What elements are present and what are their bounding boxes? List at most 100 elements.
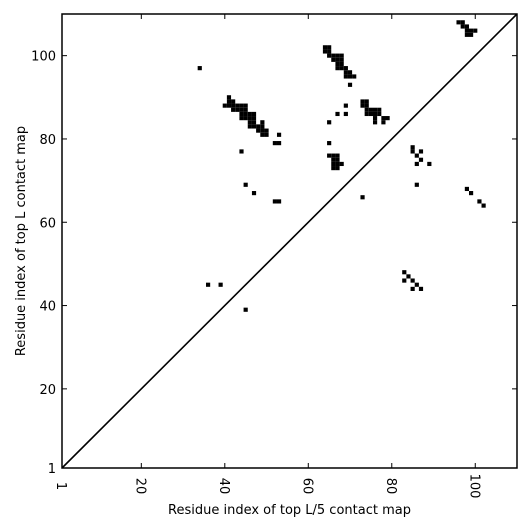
contact-point xyxy=(276,132,282,137)
contact-point xyxy=(335,166,340,171)
contact-point xyxy=(381,120,386,125)
contact-point xyxy=(418,286,424,291)
contact-point xyxy=(256,124,261,129)
contact-point xyxy=(414,182,419,187)
contact-point xyxy=(222,103,227,108)
y-axis-label: Residue index of top L contact map xyxy=(14,126,29,356)
contact-point xyxy=(414,282,419,287)
contact-point xyxy=(360,195,365,200)
x-tick-label: 1 xyxy=(53,482,68,490)
diagonal-line xyxy=(61,13,518,469)
contact-point xyxy=(410,149,415,154)
contact-point xyxy=(352,74,357,79)
contact-point xyxy=(335,57,340,62)
contact-point xyxy=(322,49,328,54)
contact-point xyxy=(368,111,373,117)
contact-point xyxy=(243,107,248,112)
contact-point xyxy=(364,111,369,117)
contact-point xyxy=(243,103,248,108)
contact-point xyxy=(360,99,365,104)
contact-point xyxy=(243,116,248,121)
contact-point xyxy=(218,282,223,287)
contact-point xyxy=(364,107,369,112)
contact-point xyxy=(339,66,344,71)
contact-point xyxy=(251,191,257,196)
contact-point xyxy=(247,124,252,129)
contact-point xyxy=(272,199,277,204)
contact-point xyxy=(339,161,344,167)
contact-point xyxy=(260,124,265,129)
y-tick-label: 40 xyxy=(39,300,56,315)
contact-point xyxy=(372,120,378,125)
contact-point xyxy=(468,191,474,196)
x-tick-label: 60 xyxy=(299,478,314,495)
contact-point xyxy=(343,103,348,108)
contact-point xyxy=(251,120,257,125)
contact-point xyxy=(243,307,248,312)
contact-point xyxy=(339,61,344,67)
contact-point xyxy=(468,32,474,37)
contact-point xyxy=(256,128,261,133)
contact-point xyxy=(335,61,340,67)
contact-point xyxy=(460,24,465,29)
contact-point xyxy=(343,66,348,71)
contact-point xyxy=(360,103,365,108)
contact-point xyxy=(468,28,474,33)
contact-point xyxy=(418,149,424,154)
plot-frame xyxy=(61,13,518,469)
contact-point xyxy=(243,182,248,187)
contact-point xyxy=(335,111,340,117)
contact-point xyxy=(343,111,348,117)
contact-point xyxy=(251,111,257,117)
contact-point xyxy=(464,32,469,37)
contact-point xyxy=(239,107,244,112)
contact-point xyxy=(327,153,332,158)
contact-point xyxy=(239,103,244,108)
contact-point xyxy=(239,149,244,154)
contact-point xyxy=(368,107,373,112)
contact-point xyxy=(251,124,257,129)
x-tick-label: 100 xyxy=(466,474,481,499)
contact-point xyxy=(464,186,469,192)
contact-point xyxy=(464,24,469,29)
contact-point xyxy=(343,70,348,75)
contact-point xyxy=(410,286,415,291)
contact-point xyxy=(464,28,469,33)
contact-point xyxy=(427,161,432,167)
contact-point xyxy=(322,45,328,50)
contact-point xyxy=(477,199,482,204)
contact-point xyxy=(239,111,244,117)
contact-point xyxy=(402,270,407,275)
contact-point xyxy=(251,116,257,121)
contact-point xyxy=(264,128,269,133)
contact-point xyxy=(231,103,236,108)
contact-point xyxy=(260,128,265,133)
contact-point xyxy=(335,53,340,58)
contact-point xyxy=(226,95,232,100)
contact-point xyxy=(406,274,411,279)
contact-point xyxy=(243,111,248,117)
contact-point xyxy=(327,45,332,50)
contact-point xyxy=(331,161,336,167)
contact-point xyxy=(239,116,244,121)
contact-point xyxy=(235,103,240,108)
x-axis-label: Residue index of top L/5 contact map xyxy=(168,503,411,518)
contact-point xyxy=(347,82,353,87)
contact-point xyxy=(331,166,336,171)
contact-point xyxy=(456,20,461,25)
contact-point xyxy=(410,278,415,283)
contact-point xyxy=(343,74,348,79)
y-tick-label: 1 xyxy=(48,462,56,477)
contact-point xyxy=(372,111,378,117)
y-tick-label: 60 xyxy=(39,216,56,231)
contact-point xyxy=(231,99,236,104)
contact-point xyxy=(377,111,382,117)
contact-point xyxy=(414,161,419,167)
contact-point xyxy=(339,53,344,58)
contact-point xyxy=(331,153,336,158)
contact-point xyxy=(276,141,282,146)
contact-point xyxy=(381,116,386,121)
y-tick-label: 100 xyxy=(31,50,56,65)
x-ticks: 1 20 40 60 80 100 xyxy=(53,14,481,498)
